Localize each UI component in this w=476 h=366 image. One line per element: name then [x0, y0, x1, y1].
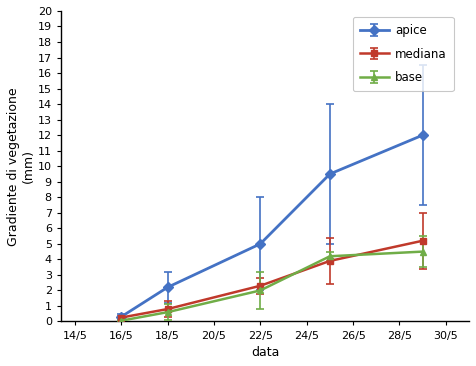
X-axis label: data: data	[251, 346, 279, 359]
Y-axis label: Gradiente di vegetazione
(mm): Gradiente di vegetazione (mm)	[7, 87, 35, 246]
Legend: apice, mediana, base: apice, mediana, base	[353, 17, 454, 91]
